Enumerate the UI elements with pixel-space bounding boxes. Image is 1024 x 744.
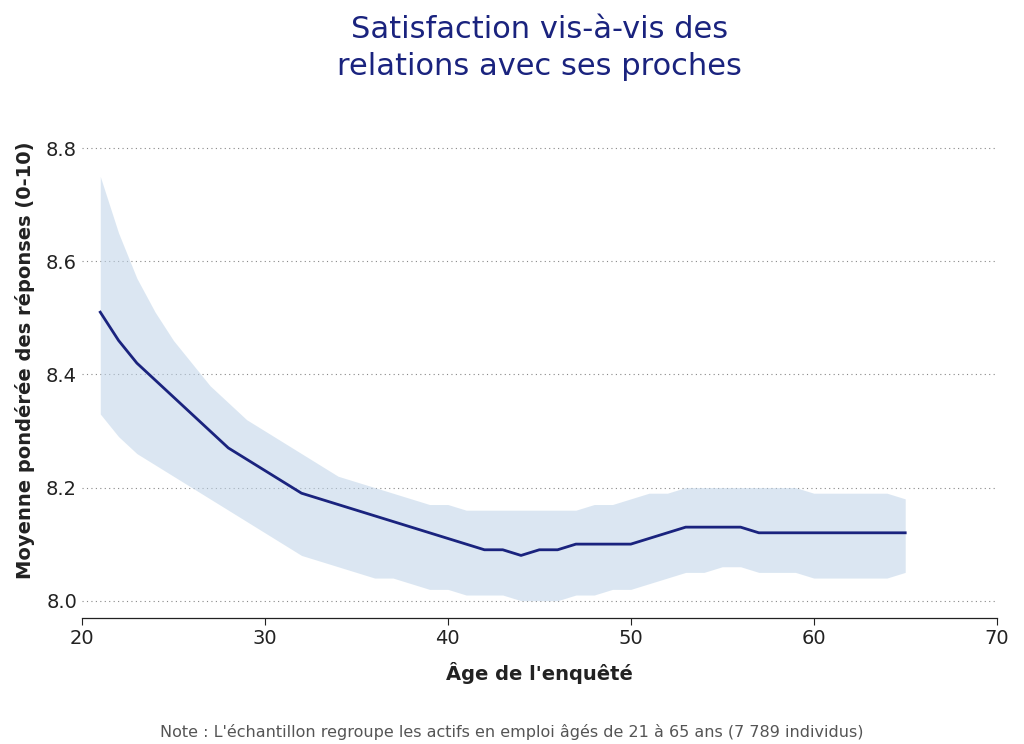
Y-axis label: Moyenne pondérée des réponses (0-10): Moyenne pondérée des réponses (0-10) (15, 141, 35, 579)
Text: Note : L'échantillon regroupe les actifs en emploi âgés de 21 à 65 ans (7 789 in: Note : L'échantillon regroupe les actifs… (160, 724, 864, 740)
Title: Satisfaction vis-à-vis des
relations avec ses proches: Satisfaction vis-à-vis des relations ave… (337, 15, 741, 81)
X-axis label: Âge de l'enquêté: Âge de l'enquêté (445, 662, 633, 684)
